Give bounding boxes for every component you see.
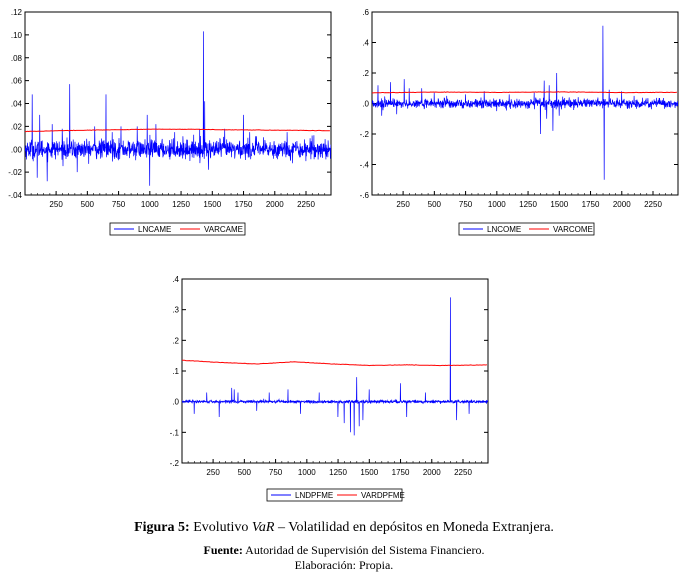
x-tick-label: 1250 xyxy=(519,200,537,209)
y-tick-label: -.4 xyxy=(360,161,370,170)
x-tick-label: 2000 xyxy=(266,200,284,209)
y-tick-label: .10 xyxy=(11,31,23,40)
y-tick-label: -.02 xyxy=(8,168,22,177)
x-tick-label: 2250 xyxy=(454,468,472,477)
x-tick-label: 1000 xyxy=(488,200,506,209)
y-tick-label: -.2 xyxy=(170,459,180,468)
x-tick-label: 1000 xyxy=(298,468,316,477)
x-tick-label: 2250 xyxy=(297,200,315,209)
figure-label: Figura 5: xyxy=(134,520,190,535)
y-tick-label: .00 xyxy=(11,145,23,154)
legend-label-lncame: LNCAME xyxy=(138,225,171,234)
y-tick-label: -.1 xyxy=(170,428,180,437)
y-tick-label: .08 xyxy=(11,54,23,63)
y-tick-label: .3 xyxy=(172,306,179,315)
series-line-lndpfme xyxy=(182,297,488,436)
x-tick-label: 750 xyxy=(269,468,283,477)
x-tick-label: 2250 xyxy=(644,200,662,209)
y-tick-label: .2 xyxy=(362,69,369,78)
x-tick-label: 250 xyxy=(49,200,63,209)
y-tick-label: -.2 xyxy=(360,130,370,139)
x-tick-label: 750 xyxy=(112,200,126,209)
x-tick-label: 1750 xyxy=(235,200,253,209)
x-tick-label: 500 xyxy=(81,200,95,209)
legend-label-lncome: LNCOME xyxy=(487,225,521,234)
figure-caption: Figura 5: Evolutivo VaR – Volatilidad en… xyxy=(0,520,688,536)
x-tick-label: 1500 xyxy=(360,468,378,477)
caption-var: VaR xyxy=(251,520,275,535)
x-tick-label: 500 xyxy=(428,200,442,209)
plot-frame xyxy=(24,11,332,196)
y-tick-label: -.04 xyxy=(8,191,22,200)
source-label: Fuente: xyxy=(203,543,243,557)
y-tick-label: .0 xyxy=(172,398,179,407)
series-line-varcame xyxy=(25,128,330,133)
legend-box xyxy=(266,488,403,502)
series-line-lncame xyxy=(25,31,331,186)
elaboration-text: Elaboración: Propia. xyxy=(294,558,394,572)
y-tick-label: .06 xyxy=(11,77,23,86)
legend-label-varcome: VARCOME xyxy=(553,225,593,234)
x-tick-label: 1000 xyxy=(141,200,159,209)
chart-lncame-varcame: -.04 -.02 .00 .02 .04 .06 .08 .10 .12 250 500 750 10… xyxy=(8,8,332,236)
x-tick-label: 500 xyxy=(238,468,252,477)
chart-lndpfme-vardpfme: -.2 -.1 .0 .1 .2 .3 .4 250 500 750 1000 1250 1500 175… xyxy=(170,275,489,502)
y-tick-label: .02 xyxy=(11,122,23,131)
source-line: Fuente: Autoridad de Supervisión del Sis… xyxy=(0,543,688,558)
y-tick-label: .0 xyxy=(362,100,369,109)
x-tick-label: 250 xyxy=(206,468,220,477)
x-tick-label: 1500 xyxy=(550,200,568,209)
x-tick-label: 1250 xyxy=(172,200,190,209)
x-tick-label: 250 xyxy=(396,200,410,209)
y-tick-label: -.6 xyxy=(360,191,370,200)
series-line-lncome xyxy=(372,25,678,180)
y-tick-label: .1 xyxy=(172,367,179,376)
source-text: Autoridad de Supervisión del Sistema Fin… xyxy=(242,543,485,557)
x-tick-label: 2000 xyxy=(423,468,441,477)
x-tick-label: 1250 xyxy=(329,468,347,477)
legend-label-varcame: VARCAME xyxy=(204,225,243,234)
y-tick-label: .2 xyxy=(172,336,179,345)
x-tick-label: 1750 xyxy=(392,468,410,477)
chart-lncome-varcome: -.6 -.4 -.2 .0 .2 .4 .6 250 500 750 1000 1250 1500 17… xyxy=(360,8,679,236)
series-line-vardpfme xyxy=(182,359,487,367)
legend-box xyxy=(109,222,246,236)
y-tick-label: .04 xyxy=(11,100,23,109)
x-tick-label: 1750 xyxy=(582,200,600,209)
y-tick-label: .4 xyxy=(362,39,369,48)
legend-box xyxy=(458,222,595,236)
y-tick-label: .6 xyxy=(362,8,369,17)
x-tick-label: 750 xyxy=(459,200,473,209)
plot-frame xyxy=(181,278,489,464)
caption-text-after: – Volatilidad en depósitos en Moneda Ext… xyxy=(274,520,554,535)
x-tick-label: 1500 xyxy=(203,200,221,209)
y-tick-label: .4 xyxy=(172,275,179,284)
caption-text-before: Evolutivo xyxy=(189,520,252,535)
x-tick-label: 2000 xyxy=(613,200,631,209)
legend-label-vardpfme: VARDPFME xyxy=(361,491,405,500)
series-line-varcome xyxy=(372,91,677,94)
legend-label-lndpfme: LNDPFME xyxy=(295,491,333,500)
y-tick-label: .12 xyxy=(11,8,23,17)
elaboration-line: Elaboración: Propia. xyxy=(0,558,688,573)
